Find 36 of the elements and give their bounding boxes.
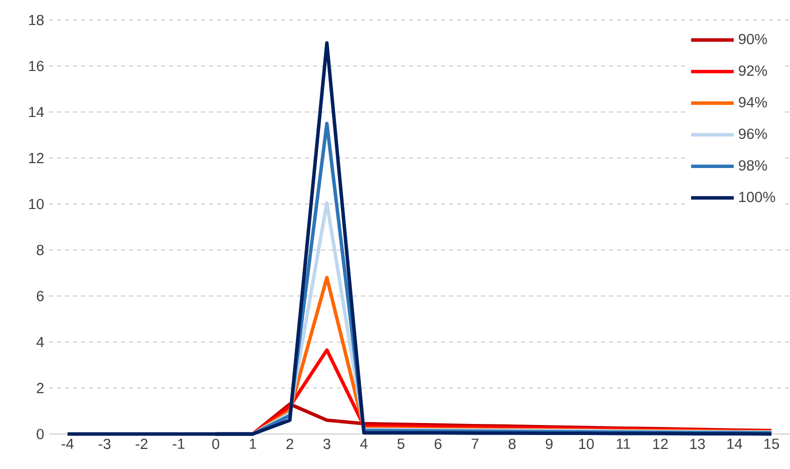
legend-label: 94% — [738, 97, 767, 108]
x-tick-label: 2 — [286, 438, 294, 449]
x-tick-label: 11 — [616, 438, 630, 449]
y-tick-label: 18 — [29, 14, 44, 26]
x-tick-label: 0 — [212, 438, 220, 450]
y-tick-label: 0 — [36, 428, 44, 440]
legend-label: 100% — [739, 192, 776, 202]
x-tick-label: 5 — [397, 438, 404, 449]
x-tick-label: -1 — [172, 438, 184, 449]
x-tick-label: 1 — [250, 438, 256, 449]
x-tick-label: -2 — [136, 438, 148, 449]
y-tick-label: 8 — [36, 244, 44, 256]
x-tick-label: 3 — [323, 438, 330, 450]
legend-label: 90% — [738, 34, 767, 44]
y-tick-label: 4 — [36, 336, 44, 348]
x-tick-label: 6 — [434, 438, 442, 450]
y-tick-label: 12 — [29, 152, 44, 164]
x-tick-label: 7 — [472, 438, 478, 449]
legend-label: 96% — [738, 128, 767, 139]
y-tick-label: 6 — [36, 290, 44, 302]
x-tick-label: 15 — [764, 438, 779, 449]
y-tick-label: 2 — [36, 382, 44, 394]
x-tick-label: 14 — [727, 438, 742, 449]
y-tick-label: 14 — [29, 106, 44, 118]
x-tick-label: 8 — [508, 438, 516, 450]
x-tick-label: 13 — [690, 438, 705, 450]
x-tick-label: 10 — [579, 438, 594, 450]
x-tick-label: 4 — [360, 438, 368, 449]
y-tick-label: 10 — [29, 198, 44, 210]
legend-label: 92% — [738, 65, 767, 76]
y-tick-label: 16 — [29, 60, 44, 72]
legend-label: 98% — [738, 160, 767, 171]
x-tick-label: 12 — [653, 438, 668, 449]
x-tick-label: -4 — [62, 438, 74, 449]
x-tick-label: 9 — [546, 438, 553, 450]
x-tick-label: -3 — [98, 438, 110, 450]
